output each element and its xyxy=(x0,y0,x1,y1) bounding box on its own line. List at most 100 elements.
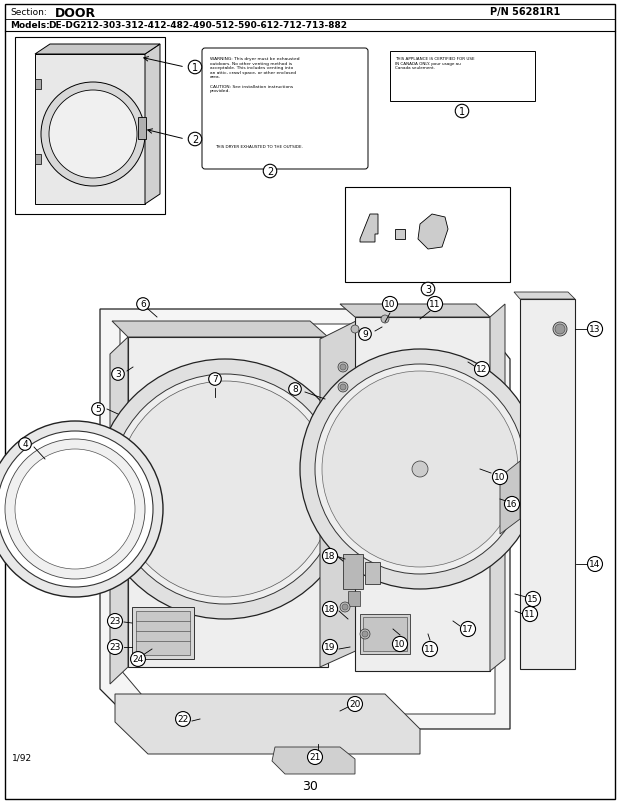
Text: 8: 8 xyxy=(292,385,298,394)
Polygon shape xyxy=(35,55,145,204)
Circle shape xyxy=(340,603,350,612)
Bar xyxy=(35,155,41,165)
Polygon shape xyxy=(355,318,490,672)
Text: 4: 4 xyxy=(22,440,28,449)
Text: 24: 24 xyxy=(133,654,144,663)
Circle shape xyxy=(0,422,163,597)
Polygon shape xyxy=(145,45,160,204)
Circle shape xyxy=(555,324,565,335)
Text: 18: 18 xyxy=(324,551,336,561)
Text: P/N 56281R1: P/N 56281R1 xyxy=(490,7,560,17)
Polygon shape xyxy=(112,322,328,337)
Circle shape xyxy=(117,381,333,597)
Text: THIS APPLIANCE IS CERTIFIED FOR USE
IN CANADA ONLY. pour usage au
Canada seuleme: THIS APPLIANCE IS CERTIFIED FOR USE IN C… xyxy=(395,57,475,70)
Polygon shape xyxy=(128,337,328,667)
Circle shape xyxy=(315,365,525,574)
Text: 12: 12 xyxy=(476,365,488,374)
Text: 3: 3 xyxy=(425,285,431,294)
Text: 9: 9 xyxy=(362,330,368,339)
Text: Models:: Models: xyxy=(10,21,50,30)
Text: 30: 30 xyxy=(302,779,318,792)
Text: 23: 23 xyxy=(109,642,121,652)
Polygon shape xyxy=(115,694,420,754)
Bar xyxy=(343,554,363,590)
Text: 1/92: 1/92 xyxy=(12,753,32,762)
Circle shape xyxy=(338,383,348,393)
Text: 5: 5 xyxy=(95,405,101,414)
Circle shape xyxy=(0,431,153,587)
Circle shape xyxy=(338,363,348,372)
Text: 10: 10 xyxy=(384,300,396,309)
Text: 10: 10 xyxy=(394,640,405,649)
Polygon shape xyxy=(500,461,520,534)
Polygon shape xyxy=(110,337,128,684)
Text: 15: 15 xyxy=(527,594,539,603)
Circle shape xyxy=(351,325,359,333)
Polygon shape xyxy=(320,320,360,667)
Circle shape xyxy=(110,375,340,604)
Text: 2: 2 xyxy=(192,135,198,145)
Polygon shape xyxy=(100,310,510,729)
Text: DOOR: DOOR xyxy=(55,7,96,20)
Text: 13: 13 xyxy=(589,325,601,334)
Text: 1: 1 xyxy=(459,107,465,117)
Text: 11: 11 xyxy=(525,610,536,619)
Circle shape xyxy=(412,461,428,478)
Text: 6: 6 xyxy=(140,300,146,309)
Text: Section:: Section: xyxy=(10,8,46,17)
Circle shape xyxy=(381,315,389,324)
Circle shape xyxy=(340,384,346,391)
Circle shape xyxy=(5,440,145,579)
Circle shape xyxy=(360,629,370,639)
Bar xyxy=(348,591,360,607)
Text: 14: 14 xyxy=(590,560,601,569)
Bar xyxy=(138,118,146,139)
Circle shape xyxy=(95,359,355,620)
Circle shape xyxy=(41,83,145,187)
Text: 17: 17 xyxy=(463,624,474,633)
Text: 10: 10 xyxy=(494,473,506,482)
Bar xyxy=(132,607,194,659)
Text: THIS DRYER EXHAUSTED TO THE OUTSIDE.: THIS DRYER EXHAUSTED TO THE OUTSIDE. xyxy=(215,145,303,148)
Text: 16: 16 xyxy=(507,500,518,508)
Text: 22: 22 xyxy=(177,714,188,723)
Circle shape xyxy=(300,350,540,590)
FancyBboxPatch shape xyxy=(202,49,368,169)
Text: 21: 21 xyxy=(309,753,321,762)
Polygon shape xyxy=(120,324,495,714)
Text: 20: 20 xyxy=(349,700,361,709)
Polygon shape xyxy=(395,230,405,240)
Bar xyxy=(360,614,410,654)
Text: 23: 23 xyxy=(109,616,121,626)
Polygon shape xyxy=(490,305,505,672)
Text: 19: 19 xyxy=(324,642,336,652)
Bar xyxy=(35,80,41,90)
Circle shape xyxy=(342,604,348,610)
Text: DE-DG212-303-312-412-482-490-512-590-612-712-713-882: DE-DG212-303-312-412-482-490-512-590-612… xyxy=(48,21,347,30)
Text: WARNING: This dryer must be exhausted
outdoors. No other venting method is
accep: WARNING: This dryer must be exhausted ou… xyxy=(210,57,299,93)
Polygon shape xyxy=(360,215,378,242)
Circle shape xyxy=(49,91,137,178)
Text: 1: 1 xyxy=(192,63,198,73)
Polygon shape xyxy=(514,293,575,299)
Bar xyxy=(363,617,407,651)
Text: 18: 18 xyxy=(324,605,336,614)
Bar xyxy=(390,52,535,102)
Text: 11: 11 xyxy=(424,645,436,654)
Text: 3: 3 xyxy=(115,370,121,379)
Bar xyxy=(345,188,510,283)
Bar xyxy=(15,38,165,215)
Polygon shape xyxy=(418,215,448,250)
Circle shape xyxy=(340,365,346,371)
Text: 11: 11 xyxy=(429,300,441,309)
Polygon shape xyxy=(35,45,160,55)
Polygon shape xyxy=(340,305,490,318)
Polygon shape xyxy=(520,299,575,669)
Text: 2: 2 xyxy=(267,167,273,177)
Circle shape xyxy=(362,631,368,637)
Polygon shape xyxy=(272,747,355,774)
Circle shape xyxy=(553,323,567,337)
Circle shape xyxy=(322,371,518,568)
Circle shape xyxy=(15,449,135,569)
Text: 7: 7 xyxy=(212,375,218,384)
